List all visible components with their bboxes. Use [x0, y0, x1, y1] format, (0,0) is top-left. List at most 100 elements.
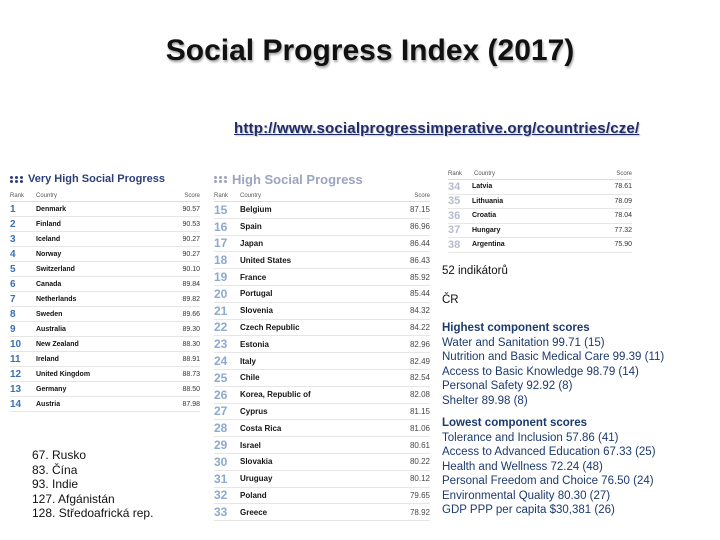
table-row: 2 Finland 90.53: [10, 217, 200, 232]
row-score: 90.27: [182, 235, 200, 243]
row-score: 86.43: [409, 255, 430, 265]
row-score: 88.30: [182, 340, 200, 348]
row-country: Cyprus: [240, 406, 268, 416]
table-row: 9 Australia 89.30: [10, 322, 200, 337]
table-row: 12 United Kingdom 88.73: [10, 367, 200, 382]
table-row: 25 Chile 82.54: [214, 370, 430, 387]
row-score: 87.15: [409, 205, 430, 215]
row-country: France: [240, 272, 267, 282]
table-row: 16 Spain 86.96: [214, 219, 430, 236]
table-row: 38 Argentina 75.90: [448, 238, 632, 253]
row-rank: 37: [448, 224, 461, 237]
row-rank: 30: [214, 454, 228, 469]
table-row: 21 Slovenia 84.32: [214, 303, 430, 320]
row-country: Belgium: [240, 205, 272, 215]
row-rank: 9: [10, 323, 16, 335]
row-country: Korea, Republic of: [240, 390, 311, 400]
row-score: 77.32: [614, 226, 632, 234]
dots-icon: [10, 175, 23, 183]
row-country: Costa Rica: [240, 423, 282, 433]
col-country: Country: [474, 170, 496, 177]
table-row: 36 Croatia 78.04: [448, 209, 632, 224]
other-rank-item: 128. Středoafrická rep.: [32, 506, 154, 520]
row-country: Denmark: [36, 205, 66, 213]
table-row: 31 Uruguay 80.12: [214, 471, 430, 488]
table-row: 35 Lithuania 78.09: [448, 195, 632, 209]
tier-header: High Social Progress: [214, 168, 430, 190]
very-high-progress-table: Very High Social Progress Rank Country S…: [10, 168, 200, 414]
row-score: 90.53: [182, 220, 200, 228]
row-score: 78.92: [409, 507, 430, 517]
czech-notes: 52 indikátorů ČR Highest component score…: [442, 264, 718, 518]
col-rank: Rank: [448, 170, 463, 177]
col-country: Country: [240, 192, 262, 199]
highest-heading: Highest component scores: [442, 322, 590, 334]
row-rank: 23: [214, 337, 228, 352]
table-row: 26 Korea, Republic of 82.08: [214, 387, 430, 404]
lowest-item: GDP PPP per capita $30,381 (26): [442, 504, 615, 516]
other-rank-item: 127. Afgánistán: [32, 491, 115, 506]
row-score: 88.50: [182, 385, 200, 393]
highest-list: Water and Sanitation 99.71 (15) Nutrition…: [442, 336, 718, 409]
table-row: 23 Estonia 82.96: [214, 336, 430, 354]
row-rank: 5: [10, 263, 16, 275]
slide-title: Social Progress Index (2017): [165, 34, 575, 67]
row-country: Ireland: [36, 355, 59, 363]
row-rank: 18: [214, 253, 228, 268]
row-score: 75.90: [614, 241, 632, 249]
table-row: 3 Iceland 90.27: [10, 232, 200, 247]
row-country: Netherlands: [36, 295, 77, 303]
row-country: Iceland: [36, 235, 61, 243]
highest-item: Access to Basic Knowledge 98.79 (14): [442, 365, 639, 378]
table-row: 11 Ireland 88.91: [10, 352, 200, 367]
col-rank: Rank: [10, 192, 25, 199]
row-rank: 33: [214, 505, 228, 520]
row-country: Portugal: [240, 289, 273, 299]
row-rank: 38: [448, 238, 461, 251]
row-score: 81.15: [409, 406, 430, 416]
dots-icon: [214, 175, 227, 183]
row-rank: 36: [448, 209, 461, 222]
row-score: 78.61: [614, 183, 632, 191]
table-row: 22 Czech Republic 84.22: [214, 320, 430, 337]
other-rank-item: 93. Indie: [32, 477, 79, 491]
col-country: Country: [36, 192, 58, 199]
row-country: Hungary: [472, 226, 501, 234]
table-row: 6 Canada 89.84: [10, 277, 200, 292]
row-country: Estonia: [240, 339, 269, 349]
table-row: 30 Slovakia 80.22: [214, 454, 430, 471]
row-country: Norway: [36, 250, 62, 258]
table-row: 34 Latvia 78.61: [448, 180, 632, 195]
table-row: 19 France 85.92: [214, 269, 430, 286]
row-score: 84.22: [409, 322, 430, 332]
row-score: 88.73: [182, 370, 200, 378]
row-score: 78.09: [614, 197, 632, 205]
row-score: 80.61: [409, 440, 430, 450]
table-body: 15 Belgium 87.15 16 Spain 86.96 17 Japan 86.44 18…: [214, 202, 430, 522]
table-row: 20 Portugal 85.44: [214, 286, 430, 303]
row-country: Poland: [240, 490, 267, 500]
table-row: 18 United States 86.43: [214, 252, 430, 270]
row-country: Slovakia: [240, 457, 273, 467]
tier-title: High Social Progress: [232, 171, 363, 187]
row-country: Finland: [36, 220, 61, 228]
row-country: Latvia: [472, 183, 493, 191]
row-score: 86.44: [409, 238, 430, 248]
row-country: Canada: [36, 280, 62, 288]
column-header: Rank Country Score: [10, 190, 200, 202]
row-country: Greece: [240, 507, 268, 517]
row-country: Sweden: [36, 310, 63, 318]
row-country: Spain: [240, 222, 262, 232]
row-rank: 12: [10, 368, 22, 380]
row-score: 89.66: [182, 310, 200, 318]
col-score: Score: [184, 192, 200, 199]
source-link[interactable]: http://www.socialprogressimperative.org/…: [234, 120, 640, 137]
row-rank: 11: [10, 353, 21, 365]
row-rank: 19: [214, 270, 228, 285]
country-code: ČR: [442, 293, 459, 306]
row-rank: 27: [214, 404, 228, 419]
other-ranks-list: 67. Rusko 83. Čína 93. Indie 127. Afgánistá…: [32, 448, 212, 521]
row-rank: 32: [214, 488, 228, 503]
row-score: 87.98: [182, 400, 200, 408]
lowest-item: Environmental Quality 80.30 (27): [442, 489, 611, 502]
